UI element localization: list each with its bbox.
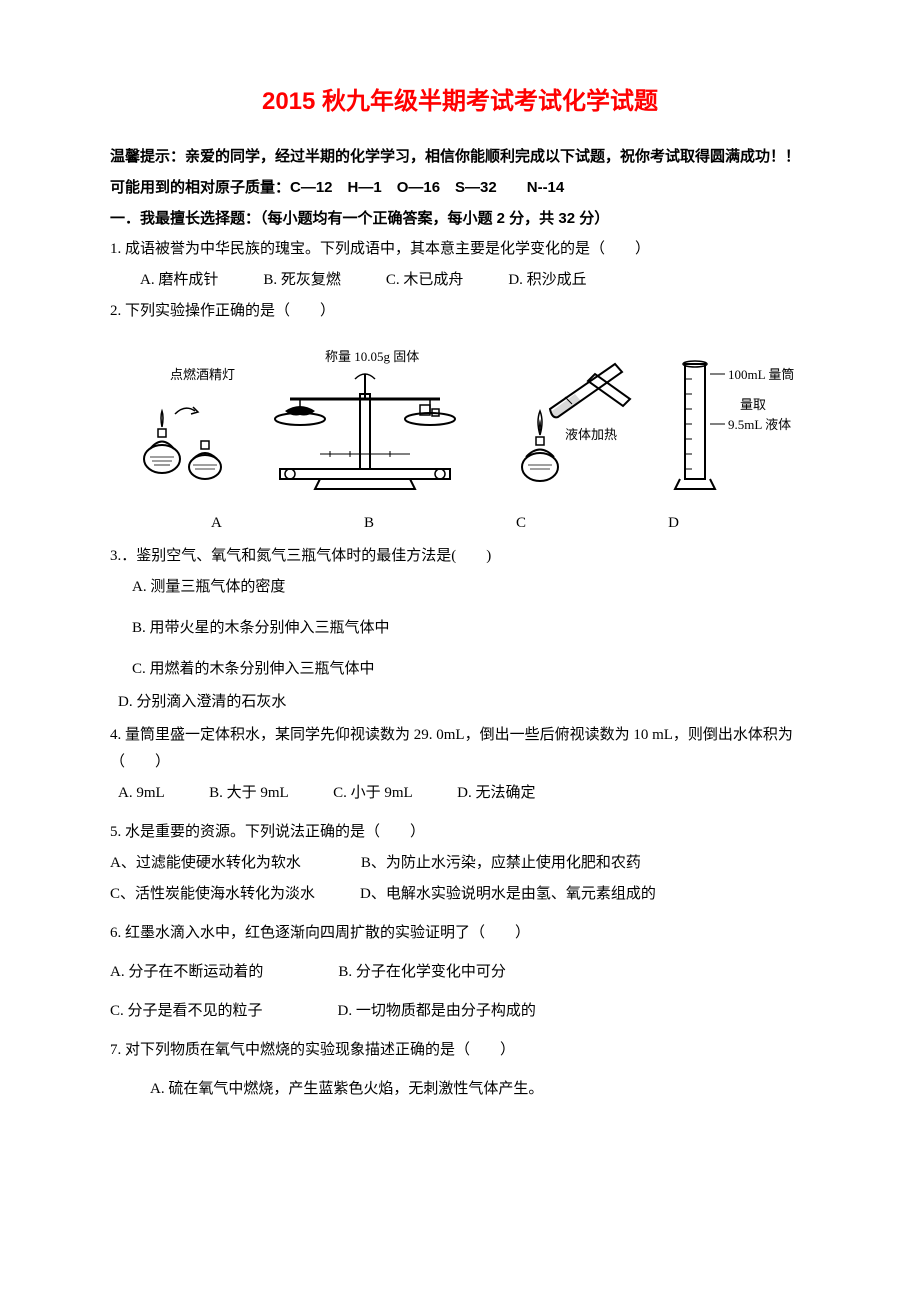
question-3-opt-a: A. 测量三瓶气体的密度 <box>110 574 810 601</box>
diagram-label-b: 称量 10.05g 固体 <box>325 349 419 364</box>
atomic-mass-info: 可能用到的相对原子质量：C—12 H—1 O—16 S—32 N--14 <box>110 174 810 201</box>
question-6: 6. 红墨水滴入水中，红色逐渐向四周扩散的实验证明了（ ） <box>110 920 810 947</box>
hint-text: 温馨提示：亲爱的同学，经过半期的化学学习，相信你能顺利完成以下试题，祝你考试取得… <box>110 143 810 170</box>
question-4-options: A. 9mL B. 大于 9mL C. 小于 9mL D. 无法确定 <box>110 780 810 807</box>
option-label-c: C <box>516 510 526 537</box>
question-2-diagram: 点燃酒精灯 称量 10.05g 固体 <box>110 329 810 520</box>
question-2-option-labels: A B C D <box>110 510 810 537</box>
option-label-b: B <box>364 510 374 537</box>
section-1-header: 一．我最擅长选择题：（每小题均有一个正确答案，每小题 2 分，共 32 分） <box>110 205 810 232</box>
question-3-opt-c: C. 用燃着的木条分别伸入三瓶气体中 <box>110 656 810 683</box>
question-3: 3.．鉴别空气、氧气和氮气三瓶气体时的最佳方法是( ) <box>110 543 810 570</box>
question-4: 4. 量筒里盛一定体积水，某同学先仰视读数为 29. 0mL，倒出一些后俯视读数… <box>110 722 810 776</box>
question-3-opt-d: D. 分别滴入澄清的石灰水 <box>110 689 810 716</box>
question-1: 1. 成语被誉为中华民族的瑰宝。下列成语中，其本意主要是化学变化的是（ ） <box>110 236 810 263</box>
question-5-row2: C、活性炭能使海水转化为淡水 D、电解水实验说明水是由氢、氧元素组成的 <box>110 881 810 908</box>
question-7: 7. 对下列物质在氧气中燃烧的实验现象描述正确的是（ ） <box>110 1037 810 1064</box>
exam-title: 2015 秋九年级半期考试考试化学试题 <box>110 80 810 123</box>
question-1-options: A. 磨杵成针 B. 死灰复燃 C. 木已成舟 D. 积沙成丘 <box>110 267 810 294</box>
question-5: 5. 水是重要的资源。下列说法正确的是（ ） <box>110 819 810 846</box>
diagram-label-d-bot: 9.5mL 液体 <box>728 417 791 432</box>
option-label-d: D <box>668 510 679 537</box>
diagram-label-d-mid: 量取 <box>740 397 766 412</box>
diagram-label-a: 点燃酒精灯 <box>170 367 235 382</box>
question-7-opt-a: A. 硫在氧气中燃烧，产生蓝紫色火焰，无刺激性气体产生。 <box>110 1076 810 1103</box>
diagram-label-c: 液体加热 <box>565 427 617 442</box>
option-label-a: A <box>211 510 222 537</box>
question-6-row2: C. 分子是看不见的粒子 D. 一切物质都是由分子构成的 <box>110 998 810 1025</box>
question-2: 2. 下列实验操作正确的是（ ） <box>110 298 810 325</box>
question-6-row1: A. 分子在不断运动着的 B. 分子在化学变化中可分 <box>110 959 810 986</box>
question-5-row1: A、过滤能使硬水转化为软水 B、为防止水污染，应禁止使用化肥和农药 <box>110 850 810 877</box>
experiment-diagram-svg: 点燃酒精灯 称量 10.05g 固体 <box>120 339 800 499</box>
diagram-label-d-top: 100mL 量筒 <box>728 367 794 382</box>
question-3-opt-b: B. 用带火星的木条分别伸入三瓶气体中 <box>110 615 810 642</box>
